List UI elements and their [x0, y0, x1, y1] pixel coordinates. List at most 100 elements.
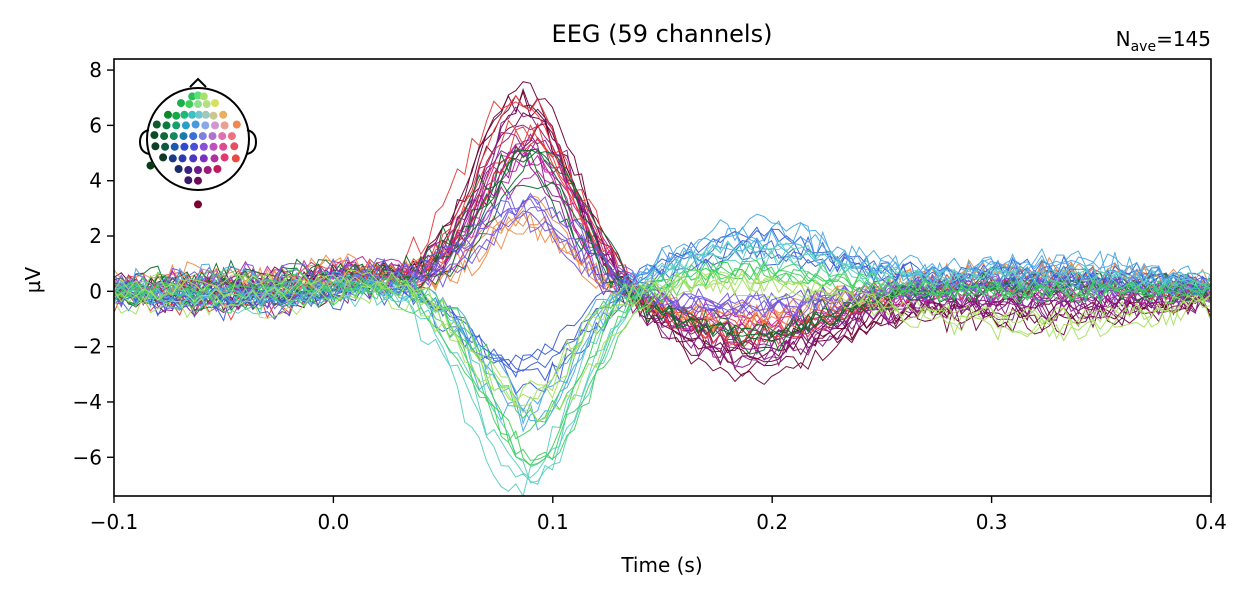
y-tick-label: −6	[73, 445, 102, 469]
sensor-dot-30	[189, 132, 198, 141]
sensor-dot-15	[209, 111, 218, 120]
sensor-dot-25	[232, 120, 241, 129]
left-ear-outline	[138, 129, 150, 155]
channel-trace-58	[113, 271, 1211, 407]
sensor-dot-36	[161, 142, 170, 151]
sensor-dot-20	[181, 121, 190, 130]
sensor-dot-58	[194, 176, 202, 185]
sensor-dot-9	[164, 110, 172, 119]
y-tick-label: 4	[89, 169, 102, 193]
sensor-dot-13	[195, 110, 203, 119]
sensor-dot-12	[188, 110, 197, 119]
sensor-dot-52	[174, 165, 183, 173]
channel-trace-29	[113, 180, 1211, 355]
nave-annotation: Nave=145	[1116, 27, 1211, 55]
channel-trace-44	[113, 237, 1210, 422]
sensor-dot-59	[146, 161, 155, 170]
sensor-dot-48	[199, 154, 208, 163]
channel-trace-27	[113, 148, 1211, 340]
y-axis-ticks: −6 −4 −2 0 2 4 6 8	[73, 58, 114, 469]
y-axis-label: µV	[21, 266, 45, 293]
sensor-dots	[146, 91, 241, 209]
sensor-dot-8	[211, 99, 219, 108]
sensor-dot-17	[152, 120, 161, 129]
channel-trace-49	[113, 240, 1211, 484]
y-tick-label: −4	[73, 390, 102, 414]
sensor-dot-35	[151, 142, 160, 151]
sensor-dot-33	[218, 132, 227, 141]
right-ear-outline	[246, 129, 258, 155]
sensor-dot-47	[189, 154, 198, 163]
channel-trace-34	[113, 199, 1211, 315]
sensor-dot-32	[208, 132, 217, 141]
sensor-dot-60	[194, 200, 202, 209]
y-tick-label: 6	[89, 113, 102, 137]
sensor-dot-19	[172, 121, 181, 130]
channel-trace-47	[113, 239, 1211, 485]
y-tick-label: 8	[89, 58, 102, 82]
sensor-dot-50	[220, 153, 229, 162]
sensor-dot-44	[159, 153, 168, 162]
y-tick-label: −2	[73, 335, 102, 359]
sensor-dot-56	[213, 165, 222, 173]
sensor-dot-14	[201, 110, 210, 119]
sensor-dot-7	[202, 100, 211, 109]
sensor-dot-22	[201, 121, 210, 130]
sensor-dot-40	[199, 142, 208, 151]
y-tick-label: 2	[89, 224, 102, 248]
sensor-dot-41	[209, 142, 218, 151]
x-axis-ticks: −0.1 0.0 0.1 0.2 0.3 0.4	[90, 496, 1227, 534]
sensor-dot-23	[211, 121, 219, 130]
sensor-dot-27	[160, 132, 169, 141]
sensor-dot-53	[184, 166, 193, 174]
chart-title: EEG (59 channels)	[552, 20, 773, 48]
sensor-dot-26	[150, 131, 159, 140]
sensor-dot-10	[172, 111, 181, 120]
x-tick-label: 0.3	[976, 510, 1008, 534]
head-outline	[146, 87, 250, 191]
y-tick-label: 0	[89, 279, 102, 303]
x-tick-label: −0.1	[90, 510, 139, 534]
sensor-dot-55	[203, 166, 212, 174]
sensor-dot-45	[168, 154, 177, 163]
sensor-dot-18	[162, 121, 171, 130]
sensor-dot-38	[180, 142, 189, 151]
x-tick-label: 0.1	[537, 510, 569, 534]
sensor-dot-43	[230, 142, 239, 151]
sensor-dot-11	[180, 110, 189, 119]
channel-trace-53	[113, 261, 1211, 466]
channel-trace-55	[113, 260, 1210, 440]
channel-trace-52	[113, 259, 1211, 423]
sensor-dot-16	[219, 110, 228, 119]
channel-trace-46	[113, 213, 1210, 412]
channel-trace-50	[113, 248, 1211, 498]
sensor-dot-4	[177, 99, 185, 108]
x-tick-label: 0.0	[317, 510, 349, 534]
sensor-dot-34	[227, 132, 236, 141]
sensor-dot-24	[220, 121, 229, 130]
sensor-dot-6	[194, 100, 202, 109]
head-nose	[189, 77, 207, 88]
sensor-dot-39	[190, 142, 199, 151]
sensor-dot-21	[191, 120, 200, 129]
plot-frame	[113, 58, 1212, 497]
sensor-dot-51	[231, 154, 240, 163]
channel-trace-59	[113, 268, 1211, 408]
sensor-dot-46	[178, 154, 187, 163]
sensor-dot-28	[169, 132, 178, 141]
sensor-dot-5	[185, 100, 194, 109]
sensor-dot-42	[219, 142, 228, 151]
x-tick-label: 0.4	[1195, 510, 1227, 534]
sensor-dot-29	[179, 132, 188, 141]
sensor-dot-57	[184, 176, 193, 185]
x-axis-label: Time (s)	[620, 553, 702, 577]
x-tick-label: 0.2	[756, 510, 788, 534]
channel-trace-31	[113, 148, 1211, 338]
channel-trace-37	[113, 190, 1211, 318]
sensor-layout-inset	[138, 77, 258, 209]
channel-trace-56	[113, 273, 1211, 402]
sensor-dot-3	[199, 92, 208, 101]
sensor-dot-31	[198, 132, 207, 141]
sensor-dot-54	[194, 166, 202, 174]
